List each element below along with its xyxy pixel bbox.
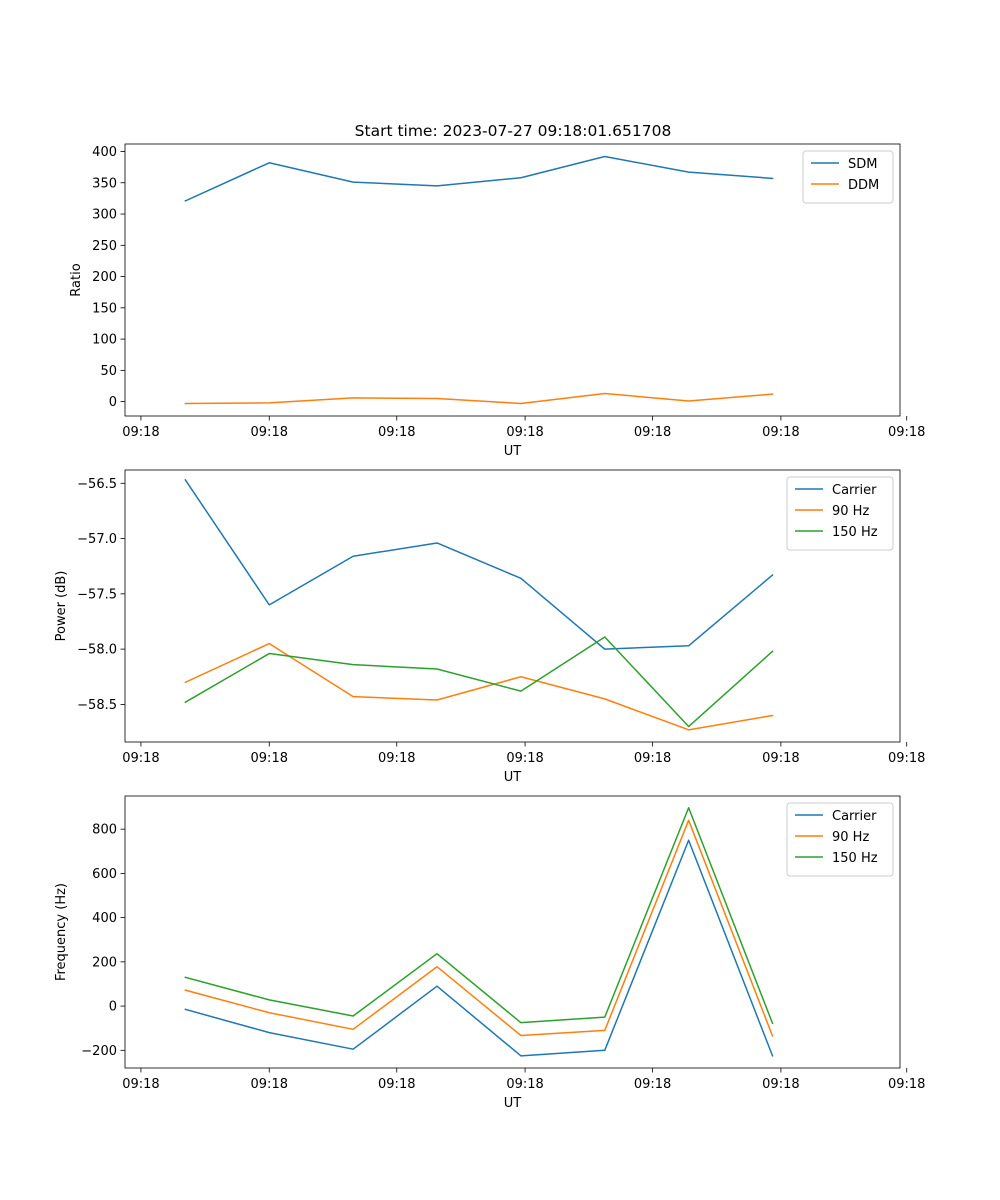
series-line-ddm <box>184 392 774 405</box>
x-tick-label: 09:18 <box>122 751 159 766</box>
subplot-3: 09:18 09:18 09:18 09:18 09:18 09:18 09:18 −200 0… <box>54 795 925 1111</box>
series-line-carrier <box>184 478 774 650</box>
x-tick-label: 09:18 <box>762 425 799 440</box>
y-tick-label: −57.0 <box>77 532 117 547</box>
series-line-90-hz <box>184 642 774 731</box>
axes-frame <box>124 469 901 743</box>
y-tick-label: 50 <box>100 364 117 379</box>
x-tick-label: 09:18 <box>251 1077 288 1092</box>
y-tick-label: 200 <box>92 270 117 285</box>
y-tick-label: 400 <box>92 145 117 160</box>
x-tick-label: 09:18 <box>634 1077 671 1092</box>
x-tick-label: 09:18 <box>888 751 925 766</box>
y-tick-label: 0 <box>109 395 117 410</box>
y-tick-label: −58.5 <box>77 698 117 713</box>
y-tick-label: 350 <box>92 176 117 191</box>
series-line-sdm <box>184 155 774 202</box>
y-tick-label: 600 <box>92 867 117 882</box>
y-tick-label: −200 <box>81 1044 117 1059</box>
y-tick-label: 250 <box>92 239 117 254</box>
series-line-90-hz <box>184 819 774 1037</box>
legend-entry: 90 Hz <box>832 504 869 519</box>
x-tick-label: 09:18 <box>122 425 159 440</box>
legend: Carrier 90 Hz 150 Hz <box>786 476 894 551</box>
x-tick-label: 09:18 <box>888 1077 925 1092</box>
x-tick-label: 09:18 <box>762 751 799 766</box>
x-tick-label: 09:18 <box>251 751 288 766</box>
y-tick-label: 100 <box>92 333 117 348</box>
y-tick-label: 800 <box>92 823 117 838</box>
x-tick-label: 09:18 <box>506 1077 543 1092</box>
x-tick-label: 09:18 <box>378 425 415 440</box>
x-tick-label: 09:18 <box>634 751 671 766</box>
x-tick-label: 09:18 <box>506 751 543 766</box>
y-tick-label: 0 <box>109 1000 117 1015</box>
x-tick-label: 09:18 <box>506 425 543 440</box>
x-tick-label: 09:18 <box>762 1077 799 1092</box>
x-tick-label: 09:18 <box>251 425 288 440</box>
subplot-2: 09:18 09:18 09:18 09:18 09:18 09:18 09:18 −56.5… <box>54 469 925 785</box>
subplot-1: 09:18 09:18 09:18 09:18 09:18 09:18 09:18 0 50 10… <box>69 143 925 459</box>
y-axis-label: Frequency (Hz) <box>54 883 69 981</box>
legend: Carrier 90 Hz 150 Hz <box>786 802 894 877</box>
legend-entry: DDM <box>848 178 879 193</box>
x-tick-label: 09:18 <box>122 1077 159 1092</box>
y-axis-label: Power (dB) <box>54 571 69 642</box>
legend: SDM DDM <box>802 150 894 204</box>
legend-entry: Carrier <box>832 809 877 824</box>
x-tick-label: 09:18 <box>634 425 671 440</box>
y-tick-label: 200 <box>92 955 117 970</box>
x-axis-label: UT <box>504 770 522 785</box>
y-tick-label: −57.5 <box>77 587 117 602</box>
legend-entry: SDM <box>848 157 877 172</box>
figure-title: Start time: 2023-07-27 09:18:01.651708 <box>355 122 672 140</box>
series-line-carrier <box>184 839 774 1057</box>
subplots: 09:18 09:18 09:18 09:18 09:18 09:18 09:18 0 50 10… <box>54 143 925 1111</box>
y-tick-label: 400 <box>92 911 117 926</box>
y-tick-label: −58.0 <box>77 643 117 658</box>
legend-entry: Carrier <box>832 483 877 498</box>
x-tick-label: 09:18 <box>378 1077 415 1092</box>
legend-entry: 150 Hz <box>832 851 878 866</box>
x-tick-label: 09:18 <box>888 425 925 440</box>
x-axis-label: UT <box>504 444 522 459</box>
y-tick-label: 300 <box>92 208 117 223</box>
y-axis-label: Ratio <box>69 263 84 296</box>
y-tick-label: −56.5 <box>77 477 117 492</box>
x-tick-label: 09:18 <box>378 751 415 766</box>
series-line-150-hz <box>184 806 774 1025</box>
y-tick-label: 150 <box>92 301 117 316</box>
legend-entry: 150 Hz <box>832 525 878 540</box>
legend-entry: 90 Hz <box>832 830 869 845</box>
x-axis-label: UT <box>504 1096 522 1111</box>
legend-box <box>802 150 894 204</box>
axes-frame <box>124 795 901 1069</box>
axes-frame <box>124 143 901 417</box>
series-line-150-hz <box>184 636 774 728</box>
